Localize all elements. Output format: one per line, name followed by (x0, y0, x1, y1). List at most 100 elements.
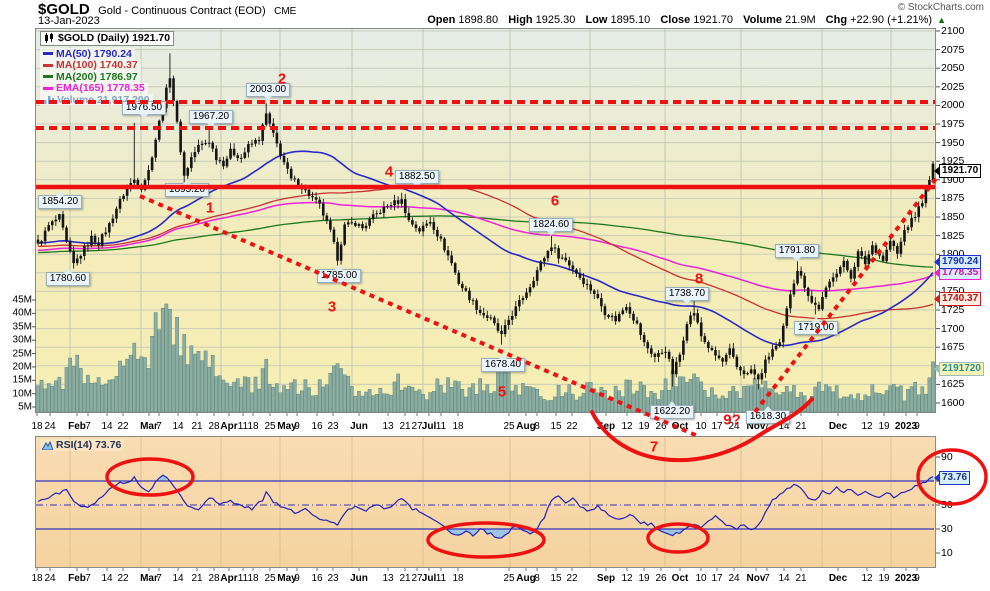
rsi-axis-tick: 30 (941, 523, 953, 535)
date-label: 18 (31, 421, 43, 432)
rsi-date-label: 9 (294, 573, 300, 584)
legend-item-label: MA(50) 1790.24 (56, 47, 132, 60)
chart-header: $GOLD Gold - Continuous Contract (EOD) C… (38, 1, 296, 19)
price-callout: 1882.50 (394, 170, 440, 188)
rsi-date-label: May (277, 573, 297, 584)
axis-box-arrow (934, 257, 940, 267)
date-label: 12 (621, 421, 633, 432)
annotation-number: 6 (550, 192, 560, 210)
rsi-date-label: 24 (728, 573, 740, 584)
price-axis-tick: 2000 (941, 99, 965, 112)
rsi-date-label: 10 (695, 573, 707, 584)
price-axis-tick: 1875 (941, 192, 965, 205)
rsi-panel[interactable] (35, 436, 936, 568)
date-label: 21 (399, 421, 411, 432)
axis-value-box: 73.76 (934, 471, 971, 485)
date-label: 25 (264, 421, 276, 432)
date-label: 16 (311, 421, 323, 432)
callout-pointer (547, 231, 555, 236)
callout-pointer (56, 191, 64, 196)
date-label: Sep (596, 421, 616, 432)
annotation-number: 4 (384, 163, 394, 181)
date-label: Mar (140, 421, 158, 432)
legend-color-dash (43, 75, 53, 79)
legend-item[interactable]: EMA(165) 1778.35 (40, 82, 148, 94)
low-label: Low (585, 14, 608, 26)
volume-axis-tick: 35M (12, 321, 32, 333)
volume-label: Volume (743, 14, 783, 26)
annotation-number: 1 (205, 199, 215, 217)
legend-color-dash (43, 52, 53, 56)
rsi-date-label: 21 (191, 573, 203, 584)
rsi-date-label: 19 (638, 573, 650, 584)
price-callout: 1967.20 (188, 110, 234, 128)
rsi-date-label: 12 (861, 573, 873, 584)
chg-value: +22.90 (+1.21%) (850, 14, 933, 26)
date-label: 22 (566, 421, 578, 432)
axis-box-arrow (934, 268, 940, 278)
price-callout: 1738.70 (664, 287, 710, 305)
volume-axis-tick: 45M (12, 294, 32, 306)
date-label: 14 (172, 421, 184, 432)
price-callout: 1824.60 (528, 218, 574, 236)
volume-axis-tick: 10M (12, 388, 32, 400)
volume-bars-icon-bar (52, 98, 54, 105)
rsi-date-label: 18 (247, 573, 259, 584)
price-callout: 1791.80 (774, 244, 820, 262)
rsi-date-label: 18 (452, 573, 464, 584)
date-label: 2023 (894, 421, 918, 432)
price-callout: 1976.50 (121, 101, 167, 119)
price-axis-tick: 1700 (941, 322, 965, 335)
rsi-date-label: 7 (156, 573, 162, 584)
rsi-axis-tick: 50 (941, 499, 953, 511)
ohlc-quote-line: Open 1898.80 High 1925.30 Low 1895.10 Close… (420, 14, 946, 26)
rsi-date-label: Nov (746, 573, 766, 584)
price-axis-tick: 1675 (941, 341, 965, 354)
volume-axis-tick: 30M (12, 334, 32, 346)
rsi-date-label: 9 (914, 573, 920, 584)
rsi-date-label: Dec (828, 573, 848, 584)
date-label: 8 (534, 421, 540, 432)
rsi-icon (41, 440, 54, 450)
rsi-date-label: Oct (671, 573, 689, 584)
chg-label: Chg (825, 14, 848, 26)
callout-pointer (183, 179, 191, 184)
price-axis-tick: 2050 (941, 62, 965, 75)
copyright-link[interactable]: © StockCharts.com (897, 2, 984, 13)
rsi-date-label: 11 (435, 573, 447, 584)
rsi-date-label: 27 (411, 573, 423, 584)
legend-item[interactable]: MA(50) 1790.24 (40, 48, 135, 60)
up-arrow-icon: ▲ (937, 15, 946, 25)
date-label: Oct (671, 421, 689, 432)
rsi-date-label: Jun (350, 573, 368, 584)
rsi-date-label: 2023 (894, 573, 918, 584)
annotation-number: 2 (277, 70, 287, 88)
price-callout: 1678.40 (480, 354, 526, 372)
rsi-date-label: 12 (621, 573, 633, 584)
date-label: 18 (247, 421, 259, 432)
price-legend: $GOLD (Daily) 1921.70 MA(50) 1790.24 MA(1… (40, 30, 175, 106)
date-label: 10 (695, 421, 707, 432)
annotation-number: 5 (497, 383, 507, 401)
rsi-date-label: 17 (711, 573, 723, 584)
rsi-legend[interactable]: RSI(14) 73.76 (40, 439, 124, 451)
rsi-date-label: 16 (311, 573, 323, 584)
price-axis-tick: 1950 (941, 136, 965, 149)
legend-item[interactable]: MA(200) 1786.97 (40, 71, 141, 83)
rsi-date-label: 18 (31, 573, 43, 584)
close-value: 1921.70 (693, 14, 734, 26)
price-axis-tick: 2025 (941, 80, 965, 93)
date-label: 9 (294, 421, 300, 432)
date-label: Feb (68, 421, 86, 432)
legend-title-chip[interactable]: $GOLD (Daily) 1921.70 (40, 30, 175, 46)
rsi-date-label: 14 (778, 573, 790, 584)
open-value: 1898.80 (458, 14, 499, 26)
price-callout: 1719.00 (793, 317, 839, 335)
symbol-name: Gold - Continuous Contract (EOD) (98, 5, 266, 17)
symbol-title: $GOLD (38, 1, 90, 18)
axis-value-box: 2191720 (934, 362, 984, 376)
rsi-date-label: 14 (172, 573, 184, 584)
legend-item[interactable]: MA(100) 1740.37 (40, 59, 141, 72)
volume-axis-tick: 40M (12, 307, 32, 319)
legend-item-label: MA(100) 1740.37 (56, 59, 138, 72)
